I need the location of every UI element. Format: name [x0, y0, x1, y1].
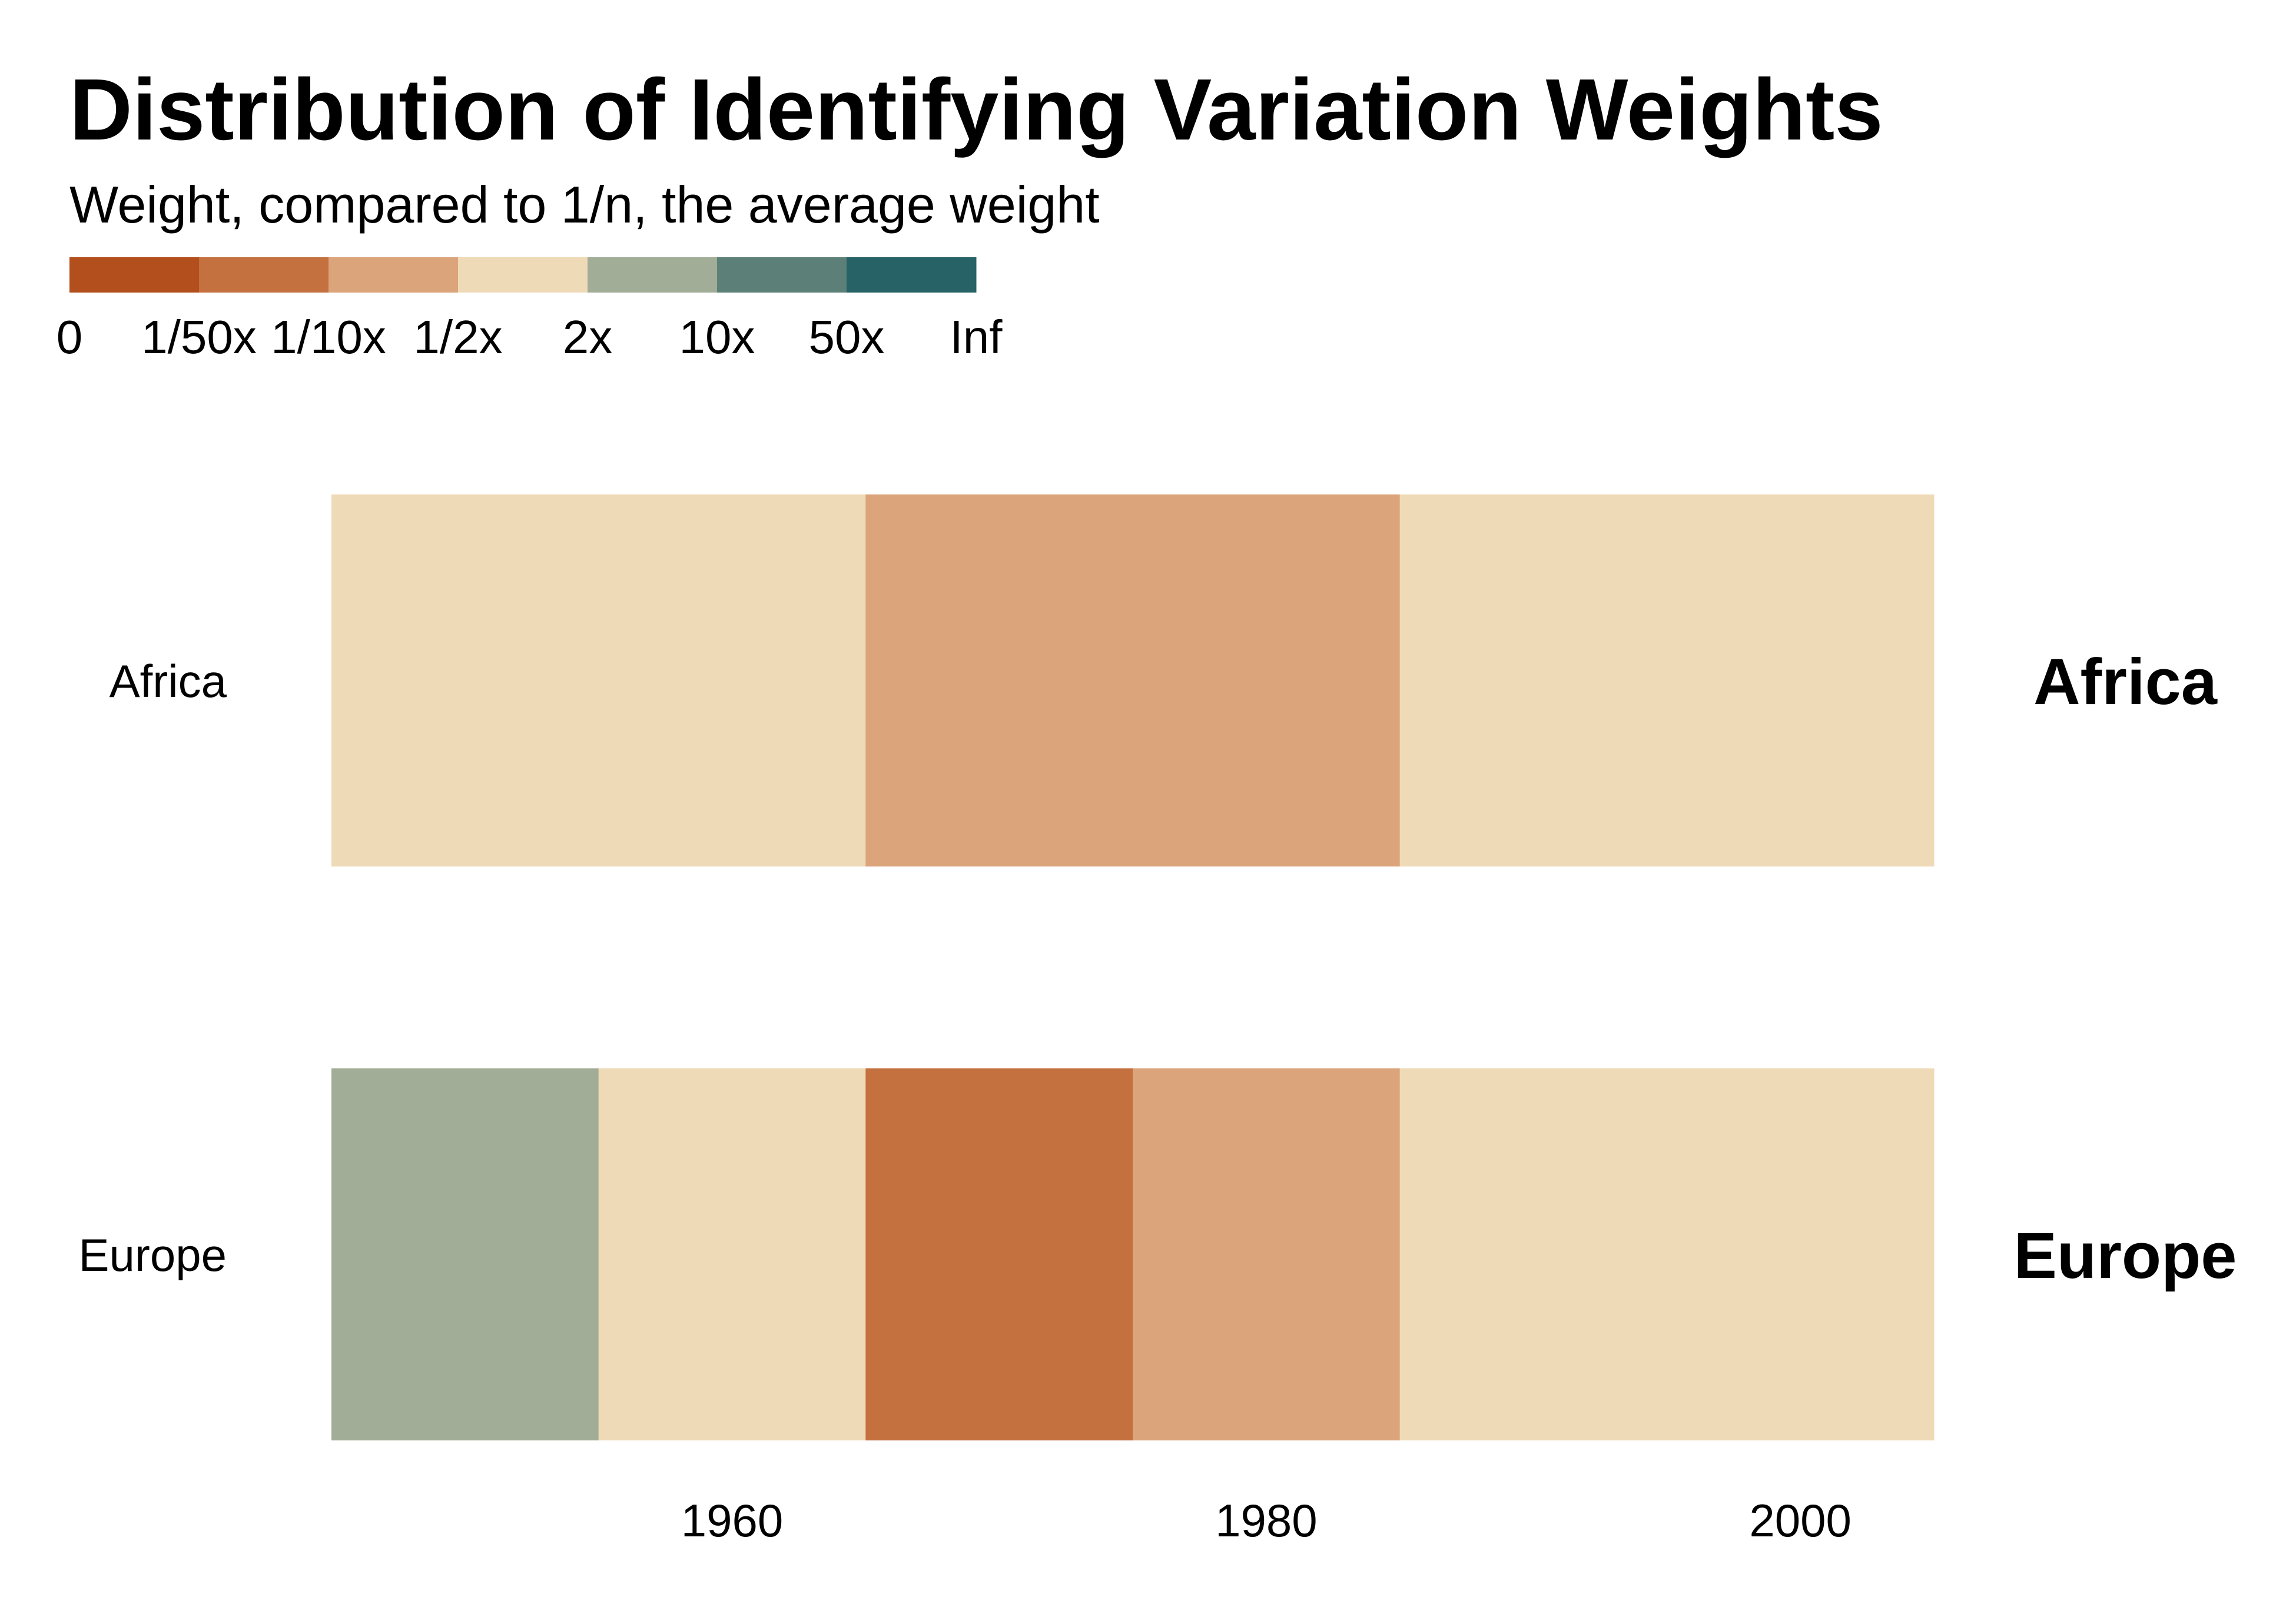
heatmap-cell: [1133, 1068, 1401, 1440]
legend-swatch: [458, 257, 588, 293]
legend-label: 2x: [563, 311, 613, 363]
legend-label: 50x: [809, 311, 885, 363]
heatmap-cell: [331, 1068, 599, 1440]
chart-subtitle: Weight, compared to 1/n, the average wei…: [69, 175, 1100, 234]
color-legend: 0 1/50x 1/10x 1/2x 2x 10x 50x Inf: [57, 257, 1003, 363]
row-label: Europe: [78, 1229, 227, 1281]
facet-label: Europe: [2014, 1220, 2237, 1292]
x-tick-label: 1960: [681, 1495, 784, 1546]
legend-swatch: [588, 257, 718, 293]
heatmap-cell: [865, 494, 1401, 866]
legend-label: 0: [57, 311, 83, 363]
chart-title: Distribution of Identifying Variation We…: [69, 61, 1883, 158]
x-axis: 1960 1980 2000: [681, 1495, 1852, 1546]
legend-label: 10x: [679, 311, 755, 363]
legend-swatch: [329, 257, 459, 293]
x-tick-label: 1980: [1215, 1495, 1318, 1546]
legend-swatch: [717, 257, 847, 293]
legend-label: 1/2x: [413, 311, 502, 363]
row-africa: Africa Africa: [110, 494, 2218, 866]
legend-label: Inf: [950, 311, 1003, 363]
row-europe: Europe Europe: [78, 1068, 2237, 1440]
x-tick-label: 2000: [1749, 1495, 1852, 1546]
legend-swatch: [69, 257, 200, 293]
facet-label: Africa: [2033, 646, 2218, 718]
heatmap-cell: [865, 1068, 1133, 1440]
heatmap-cell: [1399, 494, 1935, 866]
heatmap-rows: Africa Africa Europe Europe: [78, 494, 2237, 1440]
heatmap-cell: [331, 494, 866, 866]
heatmap-cell: [598, 1068, 866, 1440]
heatmap-cell: [1399, 1068, 1935, 1440]
legend-swatch: [199, 257, 329, 293]
row-label: Africa: [110, 655, 227, 707]
legend-label: 1/10x: [271, 311, 386, 363]
legend-label: 1/50x: [141, 311, 257, 363]
legend-swatch: [847, 257, 977, 293]
